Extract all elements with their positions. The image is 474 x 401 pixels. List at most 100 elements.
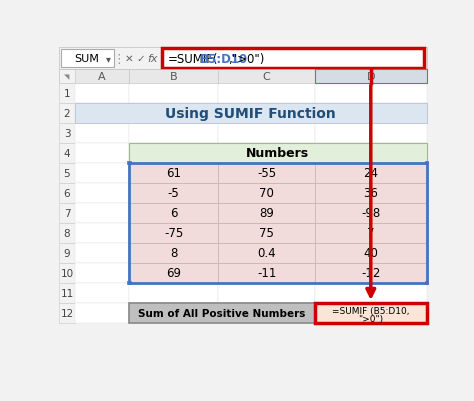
Bar [315, 163, 427, 183]
Text: 61: 61 [166, 167, 181, 180]
Bar [315, 243, 427, 263]
Bar [315, 263, 427, 283]
Text: =SUMIF (B5:D10,: =SUMIF (B5:D10, [332, 306, 410, 315]
Text: 4: 4 [64, 148, 70, 158]
Text: 8: 8 [64, 228, 70, 238]
Bar [218, 70, 315, 83]
Bar [59, 283, 75, 303]
Bar [59, 303, 75, 323]
Bar [61, 50, 113, 68]
Bar [75, 223, 129, 243]
Text: -75: -75 [164, 227, 183, 240]
Text: ⋮: ⋮ [113, 53, 125, 65]
Text: 6: 6 [64, 188, 70, 198]
Text: 6: 6 [170, 207, 177, 220]
Text: =SUMIF(: =SUMIF( [168, 53, 218, 65]
Text: ◥: ◥ [64, 73, 70, 79]
Bar [75, 103, 129, 124]
Bar [129, 144, 427, 163]
Bar [162, 49, 424, 69]
Bar [315, 103, 427, 124]
Bar [75, 283, 129, 303]
Bar [59, 183, 75, 203]
Bar [315, 163, 427, 183]
Text: B: B [170, 71, 177, 81]
Bar [315, 83, 427, 103]
Bar [129, 183, 218, 203]
Text: A: A [98, 71, 106, 81]
Bar [129, 144, 218, 163]
Bar [75, 144, 129, 163]
Bar [218, 203, 315, 223]
Text: 36: 36 [364, 187, 378, 200]
Text: 1: 1 [64, 89, 70, 98]
Text: 40: 40 [364, 247, 378, 260]
Bar [129, 83, 218, 103]
Bar [129, 70, 218, 83]
Text: fx: fx [147, 54, 157, 64]
Bar [129, 283, 218, 303]
Bar [129, 243, 218, 263]
Text: ✕: ✕ [125, 54, 133, 64]
Text: -5: -5 [168, 187, 180, 200]
Bar [129, 163, 427, 283]
Text: 11: 11 [60, 288, 73, 298]
Bar [128, 162, 130, 165]
Text: ▾: ▾ [106, 54, 111, 64]
Text: 69: 69 [166, 267, 181, 279]
Bar [218, 83, 315, 103]
Bar [218, 183, 315, 203]
Bar [129, 163, 218, 183]
Text: D: D [366, 71, 375, 81]
Text: ,">0"): ,">0") [228, 53, 264, 65]
Bar [75, 183, 129, 203]
Bar [59, 124, 75, 144]
Bar [129, 223, 218, 243]
Bar [218, 144, 315, 163]
Bar [315, 303, 427, 323]
Bar [218, 183, 315, 203]
Bar [75, 243, 129, 263]
Bar [218, 263, 315, 283]
Text: 7: 7 [64, 208, 70, 218]
Bar [129, 223, 218, 243]
Bar [75, 203, 129, 223]
Bar [315, 243, 427, 263]
Bar [59, 203, 75, 223]
Bar [315, 124, 427, 144]
Bar [59, 243, 75, 263]
Bar [315, 144, 427, 163]
Bar [129, 183, 218, 203]
Bar [315, 70, 427, 83]
Bar [218, 103, 315, 124]
Bar [218, 243, 315, 263]
Bar [218, 163, 315, 183]
Text: 2: 2 [64, 108, 70, 118]
Text: 7: 7 [367, 227, 374, 240]
Bar [129, 303, 218, 323]
Bar [129, 243, 218, 263]
Text: -12: -12 [361, 267, 381, 279]
Text: B5:D10: B5:D10 [201, 53, 248, 65]
Bar [75, 83, 129, 103]
Bar [59, 223, 75, 243]
Text: 0.4: 0.4 [257, 247, 276, 260]
Bar [129, 303, 315, 323]
Text: 3: 3 [64, 128, 70, 138]
Bar [59, 144, 75, 163]
Bar [218, 223, 315, 243]
Bar [218, 263, 315, 283]
Text: Numbers: Numbers [246, 147, 310, 160]
Bar [315, 303, 427, 323]
Bar [315, 203, 427, 223]
Bar [315, 203, 427, 223]
Bar [315, 283, 427, 303]
Bar [59, 48, 427, 70]
Text: -98: -98 [361, 207, 381, 220]
Text: 75: 75 [259, 227, 274, 240]
Bar [315, 223, 427, 243]
Text: -11: -11 [257, 267, 276, 279]
Bar [315, 183, 427, 203]
Bar [129, 203, 218, 223]
Bar [75, 103, 427, 124]
